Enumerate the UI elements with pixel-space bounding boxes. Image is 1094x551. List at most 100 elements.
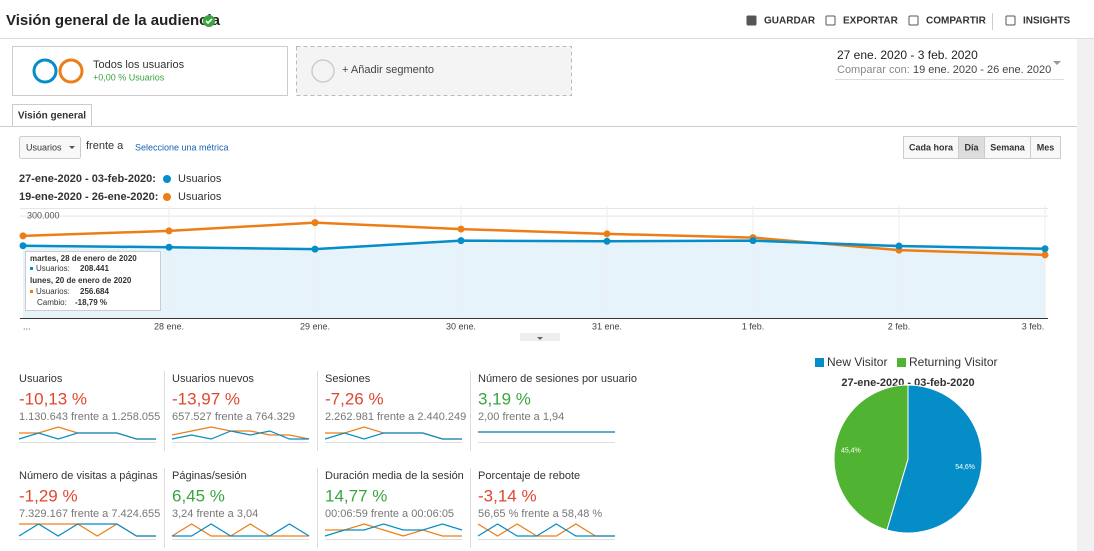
granularity-button[interactable] bbox=[1030, 136, 1061, 159]
data-point bbox=[1041, 245, 1049, 253]
tab-label: Visión general bbox=[18, 111, 86, 122]
page-title: Visión general de la audiencia bbox=[6, 12, 221, 29]
pie-slice bbox=[833, 384, 909, 531]
granularity-label: Mes bbox=[1037, 142, 1055, 152]
x-tick-label: 2 feb. bbox=[888, 321, 911, 331]
metrics: Usuarios -10,13 % 1.130.643 frente a 1.258… bbox=[18, 371, 637, 548]
metric-label: Sesiones bbox=[325, 373, 371, 385]
sparkline bbox=[172, 523, 310, 537]
sparkline bbox=[171, 523, 309, 537]
metric-change: -1,29 % bbox=[19, 486, 78, 505]
data-point bbox=[165, 227, 173, 235]
metric-label: Porcentaje de rebote bbox=[478, 470, 580, 482]
action-button[interactable]: EXPORTAR bbox=[843, 16, 899, 27]
legend-swatch bbox=[897, 358, 906, 367]
series-line bbox=[22, 239, 1046, 251]
segment-label: Todos los usuarios bbox=[93, 59, 185, 71]
action-icon bbox=[1005, 15, 1016, 26]
action-button[interactable]: GUARDAR bbox=[764, 16, 816, 27]
metric-detail: 2.262.981 frente a 2.440.249 bbox=[325, 411, 466, 423]
sparkline bbox=[324, 523, 463, 537]
compare-label: Comparar con: bbox=[837, 64, 910, 76]
x-tick-label: 31 ene. bbox=[592, 321, 622, 331]
segment-card[interactable] bbox=[12, 46, 288, 96]
metric-label: Páginas/sesión bbox=[172, 470, 247, 482]
x-tick-label: 28 ene. bbox=[154, 321, 184, 331]
metric-detail: 00:06:59 frente a 00:06:05 bbox=[325, 508, 454, 520]
metric-detail: 3,24 frente a 3,04 bbox=[172, 508, 258, 520]
metric-label: Número de sesiones por usuario bbox=[478, 373, 637, 385]
legend-swatch bbox=[815, 358, 824, 367]
data-point bbox=[311, 245, 319, 253]
date-range[interactable]: 27 ene. 2020 - 3 feb. 2020 bbox=[837, 48, 978, 62]
x-tick-label: 30 ene. bbox=[446, 321, 476, 331]
legend-label: Returning Visitor bbox=[909, 355, 998, 369]
segment-change: +0,00 % Usuarios bbox=[93, 72, 165, 82]
data-point bbox=[311, 219, 319, 227]
chart-resizer-arrow bbox=[537, 337, 543, 340]
actions: GUARDAR EXPORTAR COMPARTIR INSIGHTS bbox=[746, 13, 1071, 30]
data-point bbox=[457, 225, 465, 233]
sparkline bbox=[477, 523, 615, 537]
segment-icon bbox=[32, 58, 58, 84]
add-segment[interactable] bbox=[296, 46, 572, 96]
y-tick-label: 300.000 bbox=[27, 211, 60, 221]
action-icon bbox=[825, 15, 836, 26]
scrollbar bbox=[1077, 38, 1094, 551]
metric-detail: 2,00 frente a 1,94 bbox=[478, 411, 564, 423]
area-fill bbox=[23, 240, 1045, 318]
metric-label: Usuarios bbox=[26, 142, 62, 152]
metric-dropdown[interactable] bbox=[19, 136, 81, 159]
x-tick-label: 29 ene. bbox=[300, 321, 330, 331]
verified-check bbox=[205, 18, 213, 25]
action-button[interactable]: COMPARTIR bbox=[926, 16, 987, 27]
sparkline bbox=[477, 523, 615, 537]
data-point bbox=[1041, 251, 1049, 259]
data-point bbox=[603, 230, 611, 238]
sparkline bbox=[171, 430, 309, 440]
metric-detail: 657.527 frente a 764.329 bbox=[172, 411, 295, 423]
action-icon bbox=[746, 15, 757, 26]
sparkline bbox=[325, 523, 462, 537]
metric-change: -7,26 % bbox=[325, 389, 384, 408]
granularity-label: Semana bbox=[990, 142, 1026, 152]
legend-label: Usuarios bbox=[178, 173, 222, 185]
metric-change: -3,14 % bbox=[478, 486, 537, 505]
data-point bbox=[603, 237, 611, 245]
tooltip-swatch bbox=[30, 267, 33, 270]
metric-detail: 1.130.643 frente a 1.258.055 bbox=[19, 411, 160, 423]
metric-change: -13,97 % bbox=[172, 389, 240, 408]
metric-change: 3,19 % bbox=[478, 389, 531, 408]
tooltip-value: 208.441 bbox=[80, 264, 109, 273]
metric-detail: 56,65 % frente a 58,48 % bbox=[478, 508, 602, 520]
data-point bbox=[19, 242, 27, 250]
data-point bbox=[895, 242, 903, 250]
metric-label: Duración media de la sesión bbox=[325, 470, 464, 482]
line-chart: 27-ene-2020 - 03-feb-2020: Usuarios 19-ene… bbox=[19, 173, 1049, 331]
metric-detail: 7.329.167 frente a 7.424.655 bbox=[19, 508, 160, 520]
data-point bbox=[165, 243, 173, 251]
metric-label: Usuarios nuevos bbox=[172, 373, 254, 385]
tooltip-label: Usuarios: bbox=[36, 287, 70, 296]
legend-dot bbox=[163, 175, 171, 183]
legend-period: 27-ene-2020 - 03-feb-2020: bbox=[19, 173, 156, 185]
legend-label: Usuarios bbox=[178, 191, 222, 203]
legend-period: 19-ene-2020 - 26-ene-2020: bbox=[19, 191, 158, 203]
select-metric[interactable]: Seleccione una métrica bbox=[135, 142, 229, 152]
x-tick-label: 3 feb. bbox=[1022, 321, 1045, 331]
tab[interactable] bbox=[12, 104, 92, 127]
action-button[interactable]: INSIGHTS bbox=[1023, 16, 1071, 27]
tooltip-date: martes, 28 de enero de 2020 bbox=[30, 254, 137, 263]
tooltip-label: Usuarios: bbox=[36, 264, 70, 273]
date-dropdown[interactable] bbox=[1053, 61, 1061, 65]
tooltip-label: Cambio: bbox=[37, 298, 67, 307]
pie-title: 27-ene-2020 - 03-feb-2020 bbox=[841, 377, 974, 389]
granularity-label: Cada hora bbox=[909, 142, 954, 152]
metric-label: Usuarios bbox=[19, 373, 63, 385]
metric-dropdown-arrow bbox=[69, 146, 75, 149]
data-point bbox=[457, 237, 465, 245]
pie-slice bbox=[886, 384, 983, 534]
data-point bbox=[749, 237, 757, 245]
